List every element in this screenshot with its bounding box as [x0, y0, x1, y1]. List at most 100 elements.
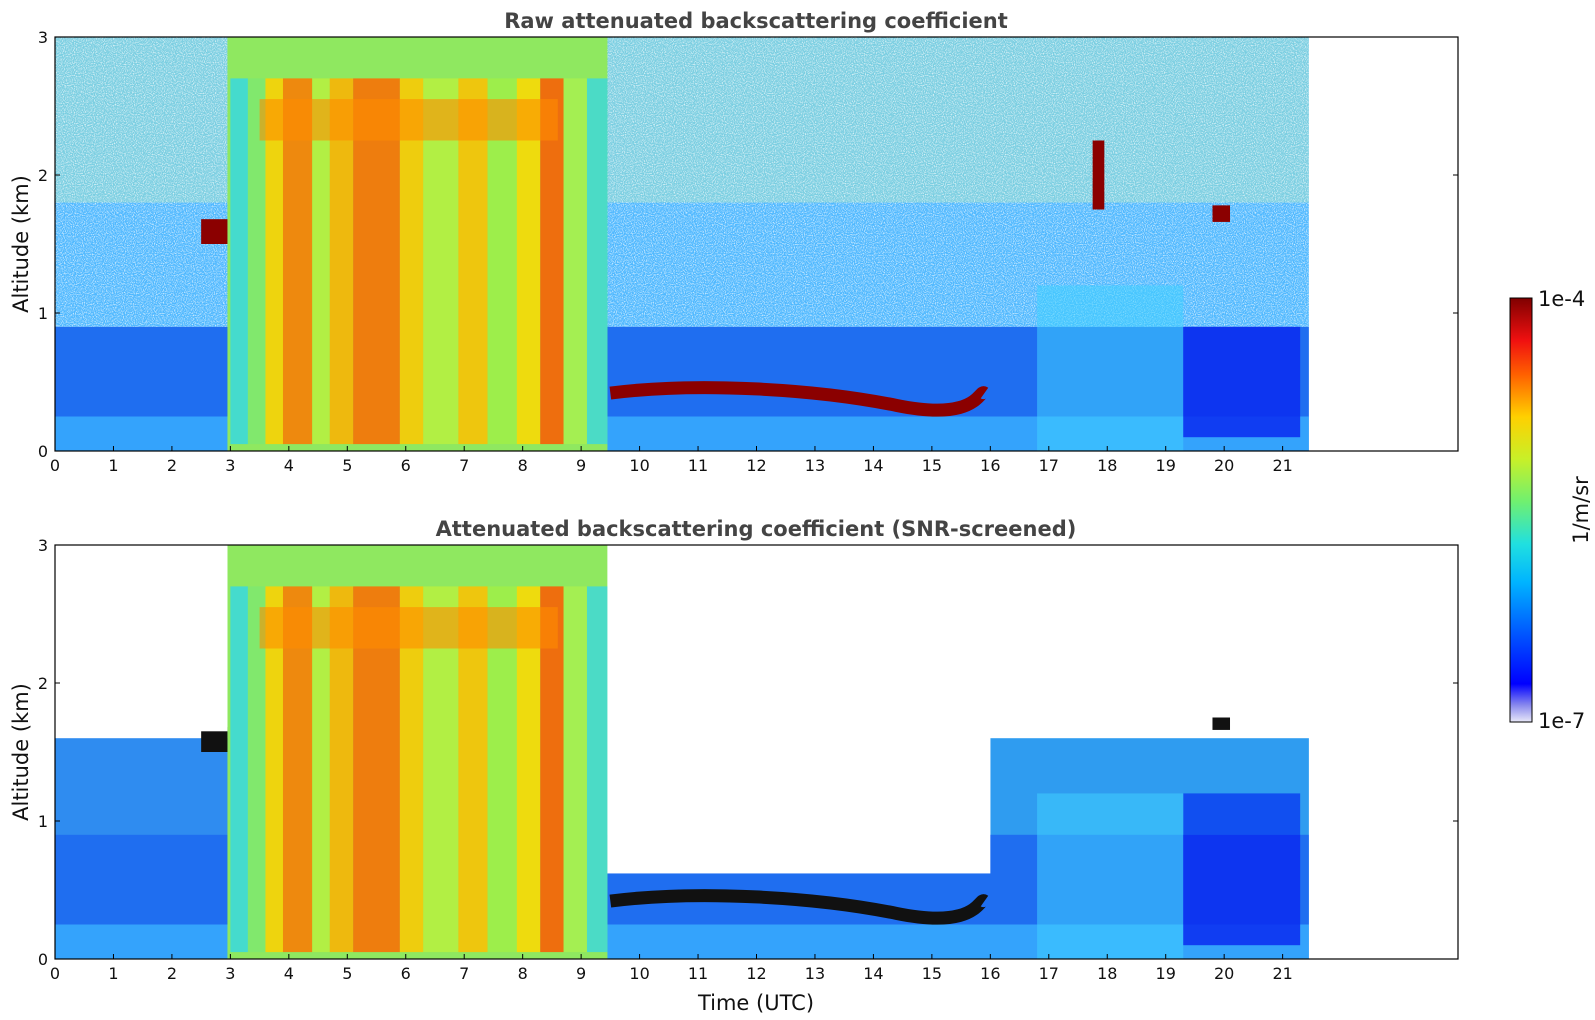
x-tick-label: 14 — [863, 964, 883, 983]
panel2-heatmap — [55, 545, 1458, 959]
x-tick-label: 7 — [459, 964, 469, 983]
x-tick-label: 0 — [50, 964, 60, 983]
x-axis-label: Time (UTC) — [697, 991, 814, 1015]
x-tick-label: 9 — [576, 456, 586, 475]
cloud-column — [265, 78, 283, 445]
cloud-column — [230, 78, 248, 445]
x-tick-label: 2 — [167, 456, 177, 475]
x-tick-label: 17 — [1039, 964, 1059, 983]
x-tick-label: 3 — [225, 456, 235, 475]
dense-aerosol-core — [1183, 834, 1301, 946]
x-tick-label: 16 — [980, 964, 1000, 983]
x-tick-label: 21 — [1272, 456, 1292, 475]
panel2-x-ticks: 0 1 2 3 4 5 6 7 8 9 10 11 12 13 14 15 16 17 18 19 20 21 — [50, 954, 1293, 983]
aerosol-plume — [1037, 793, 1184, 959]
panel2-y-axis-label: Altitude (km) — [9, 683, 33, 821]
colorbar: 1e-4 1e-7 1/m/sr — [1509, 287, 1593, 733]
y-tick-label: 2 — [38, 166, 48, 185]
y-tick-label: 1 — [38, 304, 48, 323]
cloud-column — [516, 78, 541, 445]
x-tick-label: 15 — [922, 456, 942, 475]
cloud-column — [399, 78, 424, 445]
panel2-title: Attenuated backscattering coefficient (S… — [436, 517, 1077, 541]
x-tick-label: 2 — [167, 964, 177, 983]
x-tick-label: 16 — [980, 456, 1000, 475]
cloud-column — [540, 78, 564, 445]
panel1-heatmap — [55, 37, 1458, 451]
cloud-column — [586, 586, 608, 953]
x-tick-label: 17 — [1039, 456, 1059, 475]
cloud-column — [329, 586, 354, 953]
cloud-column — [312, 586, 330, 953]
x-tick-label: 10 — [629, 964, 649, 983]
cloud-column — [586, 78, 608, 445]
x-tick-label: 12 — [746, 964, 766, 983]
colorbar-gradient — [1509, 297, 1533, 723]
x-tick-label: 18 — [1097, 456, 1117, 475]
x-tick-label: 4 — [284, 964, 294, 983]
cloud-column — [563, 78, 587, 445]
x-tick-label: 13 — [805, 456, 825, 475]
x-tick-label: 13 — [805, 964, 825, 983]
x-tick-label: 10 — [629, 456, 649, 475]
masked-region — [55, 545, 228, 732]
x-tick-label: 19 — [1156, 964, 1176, 983]
y-tick-label: 2 — [38, 674, 48, 693]
x-tick-label: 18 — [1097, 964, 1117, 983]
no-data-region — [1308, 37, 1458, 451]
masked-region — [607, 545, 991, 874]
saturated-cloud — [201, 219, 228, 244]
x-tick-label: 19 — [1156, 456, 1176, 475]
x-tick-label: 6 — [401, 964, 411, 983]
cloud-upper-band — [259, 607, 558, 649]
cloud-column — [563, 586, 587, 953]
cloud-column — [399, 586, 424, 953]
x-tick-label: 8 — [518, 964, 528, 983]
colorbar-unit-label: 1/m/sr — [1569, 476, 1593, 544]
x-tick-label: 0 — [50, 456, 60, 475]
x-tick-label: 20 — [1214, 456, 1234, 475]
x-tick-label: 14 — [863, 456, 883, 475]
y-tick-label: 1 — [38, 812, 48, 831]
aerosol-plume — [1037, 285, 1184, 451]
stratocumulus-layer — [609, 381, 990, 417]
y-tick-label: 3 — [38, 536, 48, 555]
cloud-upper-band — [259, 99, 558, 141]
snr-screened-panel: Attenuated backscattering coefficient (S… — [9, 517, 1459, 1015]
panel1-y-ticks: 0 1 2 3 — [38, 28, 1458, 461]
x-tick-label: 5 — [342, 456, 352, 475]
y-tick-label: 0 — [38, 950, 48, 969]
no-data-region — [1308, 545, 1458, 959]
x-tick-label: 1 — [108, 456, 118, 475]
x-tick-label: 11 — [688, 964, 708, 983]
cloud-column — [516, 586, 541, 953]
y-tick-label: 0 — [38, 442, 48, 461]
panel1-y-axis-label: Altitude (km) — [9, 175, 33, 313]
x-tick-label: 1 — [108, 964, 118, 983]
cloud-column — [540, 586, 564, 953]
y-tick-label: 3 — [38, 28, 48, 47]
colorbar-max-label: 1e-4 — [1538, 287, 1585, 311]
saturated-cloud — [1212, 205, 1231, 222]
panel2-y-ticks: 0 1 2 3 — [38, 536, 1458, 969]
x-tick-label: 20 — [1214, 964, 1234, 983]
colorbar-min-label: 1e-7 — [1538, 709, 1585, 733]
saturated-cloud — [1092, 140, 1105, 210]
cloud-column — [230, 586, 248, 953]
x-tick-label: 5 — [342, 964, 352, 983]
x-tick-label: 4 — [284, 456, 294, 475]
x-tick-label: 8 — [518, 456, 528, 475]
cloud-column — [247, 78, 266, 445]
cloud-column — [247, 586, 266, 953]
x-tick-label: 7 — [459, 456, 469, 475]
panel1-x-ticks: 0 1 2 3 4 5 6 7 8 9 10 11 12 13 14 15 16 17 18 19 20 21 — [50, 446, 1293, 475]
x-tick-label: 6 — [401, 456, 411, 475]
stratocumulus-layer — [609, 889, 990, 925]
cloud-column — [265, 586, 283, 953]
cloud-column — [329, 78, 354, 445]
cloud-column — [312, 78, 330, 445]
panel1-title: Raw attenuated backscattering coefficien… — [504, 9, 1008, 33]
x-tick-label: 9 — [576, 964, 586, 983]
dense-aerosol-core — [1183, 326, 1301, 438]
